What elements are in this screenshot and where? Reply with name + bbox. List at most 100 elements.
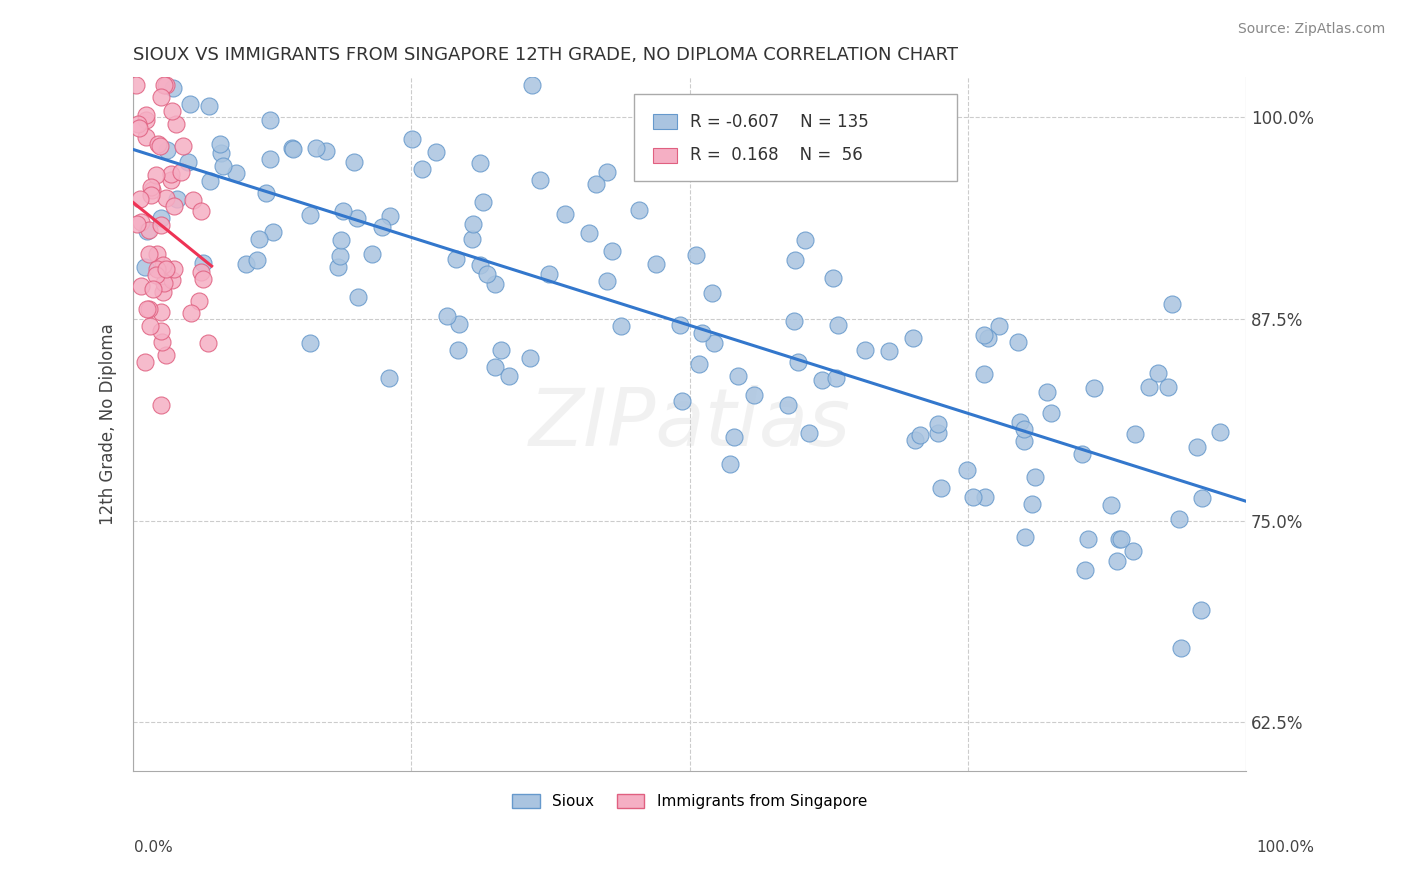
- Point: [149, 305, 172, 319]
- FancyBboxPatch shape: [652, 114, 678, 129]
- Point: [974, 490, 997, 504]
- Point: [153, 276, 176, 290]
- Point: [821, 270, 844, 285]
- Point: [1137, 380, 1160, 394]
- Point: [197, 99, 219, 113]
- Point: [298, 208, 321, 222]
- Point: [1014, 530, 1036, 544]
- Point: [1146, 366, 1168, 380]
- Point: [127, 217, 149, 231]
- Point: [1040, 406, 1063, 420]
- Point: [1021, 497, 1043, 511]
- Point: [149, 398, 172, 412]
- Point: [150, 90, 173, 104]
- Point: [304, 141, 326, 155]
- Point: [401, 132, 423, 146]
- Point: [692, 326, 714, 341]
- Point: [461, 232, 484, 246]
- Point: [346, 211, 368, 225]
- Point: [138, 247, 160, 261]
- Text: SIOUX VS IMMIGRANTS FROM SINGAPORE 12TH GRADE, NO DIPLOMA CORRELATION CHART: SIOUX VS IMMIGRANTS FROM SINGAPORE 12TH …: [134, 46, 959, 64]
- Point: [627, 202, 650, 217]
- Point: [152, 285, 174, 299]
- Point: [208, 136, 231, 151]
- Point: [128, 120, 150, 135]
- Point: [1077, 532, 1099, 546]
- Point: [150, 219, 173, 233]
- Point: [160, 168, 183, 182]
- Point: [1185, 440, 1208, 454]
- Point: [1073, 563, 1095, 577]
- Point: [330, 233, 353, 247]
- Point: [129, 279, 152, 293]
- Point: [973, 328, 995, 343]
- Point: [259, 152, 281, 166]
- Point: [153, 78, 176, 92]
- Point: [283, 142, 305, 156]
- Point: [669, 318, 692, 332]
- Point: [155, 78, 177, 92]
- Point: [1008, 415, 1031, 429]
- Point: [1007, 334, 1029, 349]
- Point: [298, 336, 321, 351]
- Point: [446, 252, 468, 266]
- Point: [645, 257, 668, 271]
- Point: [346, 290, 368, 304]
- Point: [1108, 533, 1130, 547]
- Point: [150, 211, 173, 225]
- Point: [209, 145, 232, 160]
- Point: [1109, 532, 1132, 546]
- Point: [129, 192, 152, 206]
- Point: [326, 260, 349, 275]
- Point: [904, 434, 927, 448]
- Point: [259, 113, 281, 128]
- Point: [150, 324, 173, 338]
- Point: [461, 217, 484, 231]
- Point: [129, 215, 152, 229]
- Point: [538, 267, 561, 281]
- Point: [718, 457, 741, 471]
- Point: [1122, 544, 1144, 558]
- Point: [135, 113, 157, 128]
- Point: [685, 247, 707, 261]
- Point: [877, 343, 900, 358]
- Point: [315, 145, 337, 159]
- Point: [191, 256, 214, 270]
- Point: [799, 426, 821, 441]
- Point: [1012, 422, 1035, 436]
- Point: [145, 168, 167, 182]
- Point: [727, 368, 749, 383]
- Point: [700, 286, 723, 301]
- Text: R = -0.607    N = 135: R = -0.607 N = 135: [689, 112, 869, 130]
- Point: [163, 261, 186, 276]
- Point: [225, 166, 247, 180]
- Point: [447, 343, 470, 358]
- Point: [281, 141, 304, 155]
- Point: [470, 155, 492, 169]
- Point: [145, 262, 167, 277]
- Point: [191, 272, 214, 286]
- Point: [135, 108, 157, 122]
- Point: [371, 220, 394, 235]
- Point: [1036, 385, 1059, 400]
- Text: 0.0%: 0.0%: [134, 840, 173, 855]
- Point: [1099, 498, 1122, 512]
- Point: [477, 267, 499, 281]
- Point: [973, 367, 995, 381]
- Point: [484, 360, 506, 375]
- Point: [1209, 425, 1232, 439]
- Point: [1014, 434, 1036, 449]
- Point: [776, 398, 799, 412]
- Point: [927, 417, 949, 431]
- Point: [1170, 641, 1192, 656]
- Point: [190, 265, 212, 279]
- Point: [723, 430, 745, 444]
- Point: [343, 155, 366, 169]
- Text: R =  0.168    N =  56: R = 0.168 N = 56: [689, 146, 862, 164]
- Point: [1071, 447, 1094, 461]
- Point: [254, 186, 277, 200]
- Point: [179, 97, 201, 112]
- Point: [135, 224, 157, 238]
- Point: [152, 258, 174, 272]
- Point: [138, 319, 160, 334]
